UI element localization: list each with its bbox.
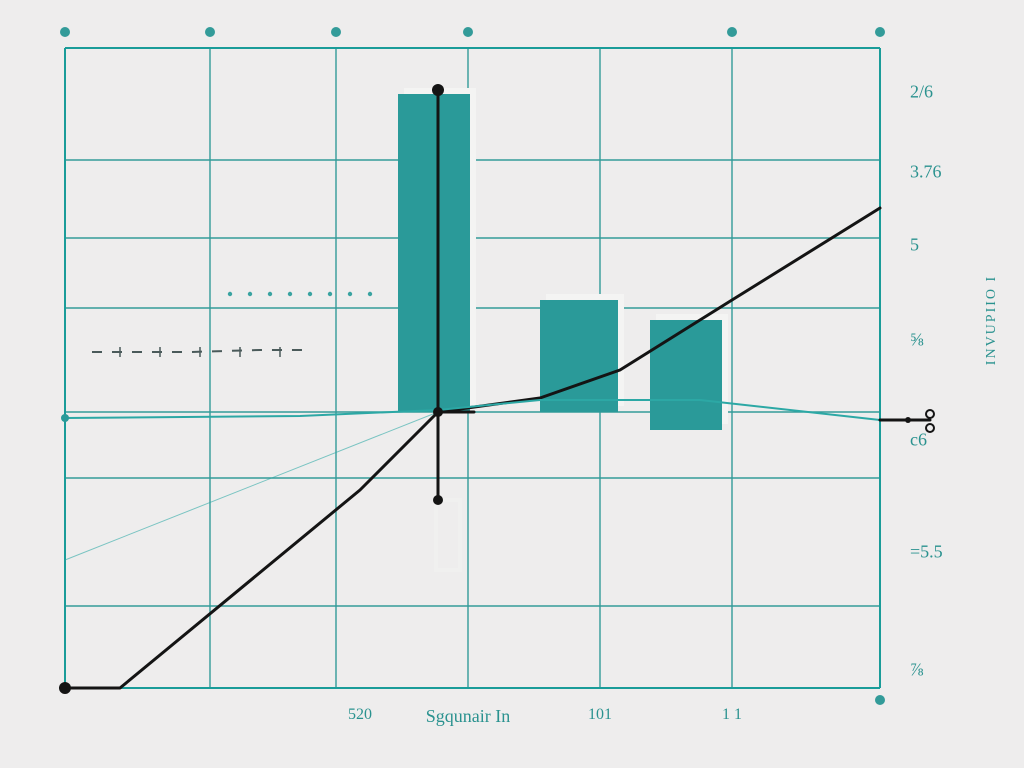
chart-marker	[61, 414, 69, 422]
grid-top-dot	[463, 27, 473, 37]
y-tick-label: ⅞	[910, 660, 924, 681]
y-tick-label: 5	[910, 235, 919, 256]
y-tick-label: c6	[910, 430, 927, 451]
x-tick-label: 1 1	[722, 706, 742, 724]
chart-bar	[650, 320, 722, 430]
dotted-cluster-point	[348, 292, 352, 296]
chart-marker	[59, 682, 71, 694]
x-tick-label: 520	[348, 706, 372, 724]
grid-top-dot	[727, 27, 737, 37]
y-tick-label: ⅝	[910, 330, 924, 351]
dotted-cluster-point	[308, 292, 312, 296]
y-tick-label: =5.5	[910, 542, 943, 563]
grid-top-dot	[875, 27, 885, 37]
y-tick-label: 2/6	[910, 82, 933, 103]
dotted-cluster-point	[288, 292, 292, 296]
chart-bar	[398, 94, 470, 412]
x-tick-label: 101	[588, 706, 612, 724]
dotted-cluster-point	[228, 292, 232, 296]
grid-top-dot	[331, 27, 341, 37]
grid-top-dot	[205, 27, 215, 37]
chart-marker	[433, 495, 443, 505]
chart-marker	[432, 84, 444, 96]
y-axis-title: INVUPIIO I	[984, 275, 1000, 365]
dotted-cluster-point	[268, 292, 272, 296]
dotted-cluster-point	[328, 292, 332, 296]
chart-marker	[905, 417, 911, 423]
chart-root: 2/6 3.76 5 ⅝ c6 =5.5 ⅞ 520 101 1 1 Sgqunair In INVU…	[0, 0, 1024, 768]
chart-svg	[0, 0, 1024, 768]
chart-marker	[433, 407, 443, 417]
dotted-cluster-point	[248, 292, 252, 296]
grid-bottom-dot	[875, 695, 885, 705]
x-axis-title: Sgqunair In	[426, 706, 511, 727]
dotted-cluster-point	[368, 292, 372, 296]
y-tick-label: 3.76	[910, 162, 942, 183]
grid-top-dot	[60, 27, 70, 37]
